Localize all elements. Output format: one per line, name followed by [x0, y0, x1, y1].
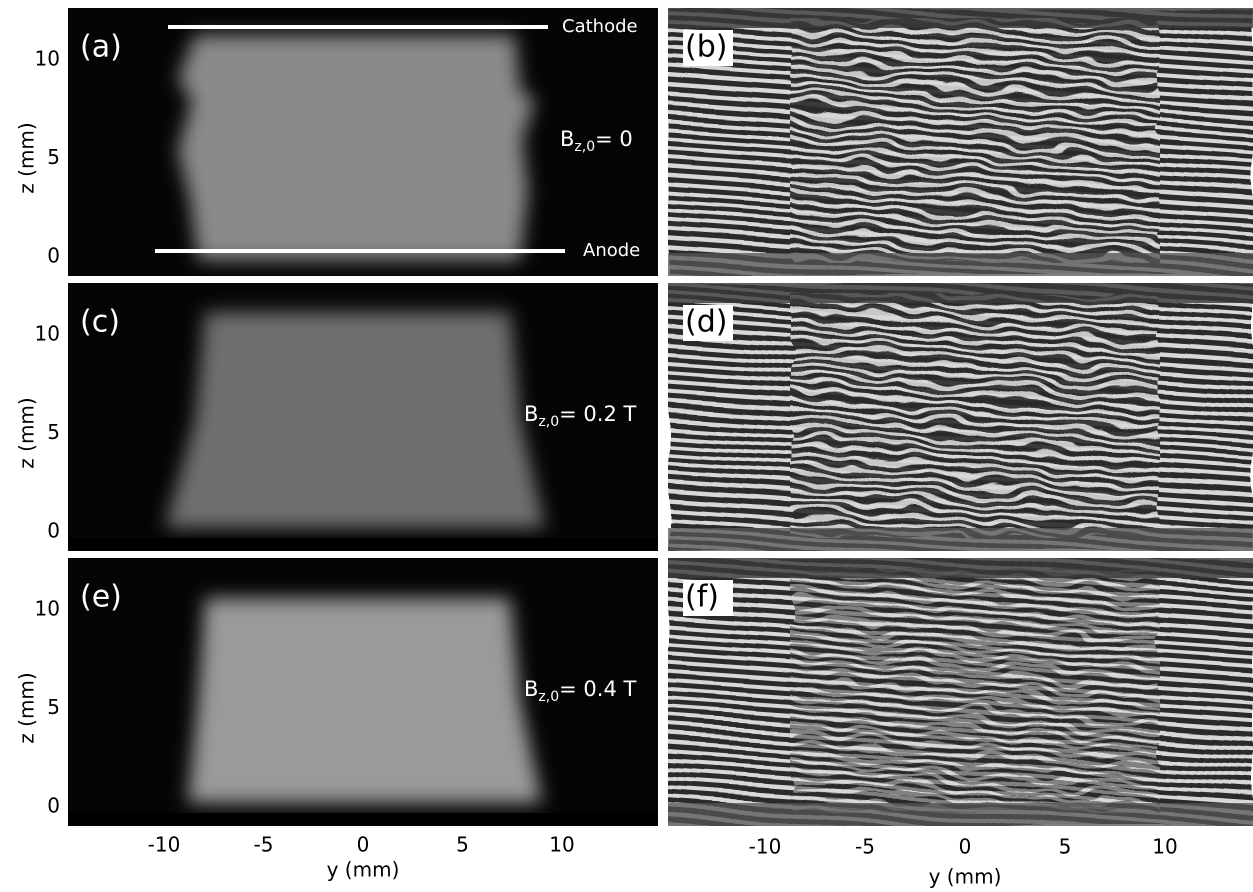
- panel-label: (c): [80, 305, 120, 340]
- fringe-top-band: [668, 558, 1253, 578]
- fringe-disturbed: [790, 568, 1160, 813]
- y-tick-label: 5: [47, 420, 60, 444]
- x-tick-label: -10: [148, 833, 181, 857]
- annotation-rest: = 0: [595, 127, 633, 151]
- fringe-disturbed: [790, 293, 1160, 538]
- panel-label: (b): [685, 30, 727, 65]
- annotation-symbol: B: [524, 677, 538, 701]
- y-tick-label: 10: [35, 322, 60, 346]
- x-tick-label: -10: [749, 835, 782, 859]
- fringe-bottom-band: [668, 253, 1253, 276]
- plasma-glow: [178, 35, 535, 260]
- y-tick-label: 5: [47, 695, 60, 719]
- field-annotation: Bz,0= 0: [560, 127, 633, 155]
- panel-label: (a): [80, 30, 122, 65]
- x-tick-label: 0: [357, 833, 370, 857]
- panel-label: (d): [685, 305, 727, 340]
- x-tick-label: 10: [549, 833, 574, 857]
- y-tick-label: 0: [47, 519, 60, 543]
- annotation-subscript: z,0: [538, 414, 559, 430]
- x-axis-label: y (mm): [327, 858, 400, 882]
- y-tick-label: 10: [35, 47, 60, 71]
- x-tick-label: 5: [456, 833, 469, 857]
- panel-label-box: [683, 305, 733, 341]
- anode-label: Anode: [583, 240, 640, 261]
- field-annotation: Bz,0= 0.4 T: [524, 677, 636, 705]
- field-annotation: Bz,0= 0.2 T: [524, 402, 636, 430]
- annotation-subscript: z,0: [574, 139, 595, 155]
- plasma-glow: [188, 598, 542, 803]
- panel-label-box: [683, 30, 733, 66]
- fringe-disturbed: [790, 18, 1160, 263]
- y-tick-label: 5: [47, 145, 60, 169]
- fringe-bottom-band: [668, 803, 1253, 826]
- annotation-symbol: B: [560, 127, 574, 151]
- y-tick-label: 10: [35, 597, 60, 621]
- panel-label: (e): [80, 580, 122, 615]
- y-axis-label: z (mm): [15, 672, 39, 743]
- y-tick-label: 0: [47, 794, 60, 818]
- x-tick-label: -5: [855, 835, 875, 859]
- annotation-rest: = 0.4 T: [559, 677, 636, 701]
- panel-label-box: [683, 580, 733, 616]
- annotation-subscript: z,0: [538, 689, 559, 705]
- y-axis-label: z (mm): [15, 122, 39, 193]
- annotation-symbol: B: [524, 402, 538, 426]
- x-tick-label: 5: [1059, 835, 1072, 859]
- annotation-rest: = 0.2 T: [559, 402, 636, 426]
- plasma-glow: [165, 312, 545, 528]
- x-tick-label: -5: [254, 833, 274, 857]
- y-tick-label: 0: [47, 244, 60, 268]
- y-axis-label: z (mm): [15, 397, 39, 468]
- fringe-top-band: [668, 8, 1253, 28]
- panel-label: (f): [685, 580, 719, 615]
- fringe-top-band: [668, 283, 1253, 303]
- shadow-band: [68, 813, 658, 825]
- x-tick-label: 0: [959, 835, 972, 859]
- cathode-label: Cathode: [562, 16, 638, 37]
- x-tick-label: 10: [1152, 835, 1177, 859]
- shadow-band: [68, 538, 658, 550]
- fringe-bottom-band: [668, 528, 1253, 551]
- x-axis-label: y (mm): [929, 865, 1002, 889]
